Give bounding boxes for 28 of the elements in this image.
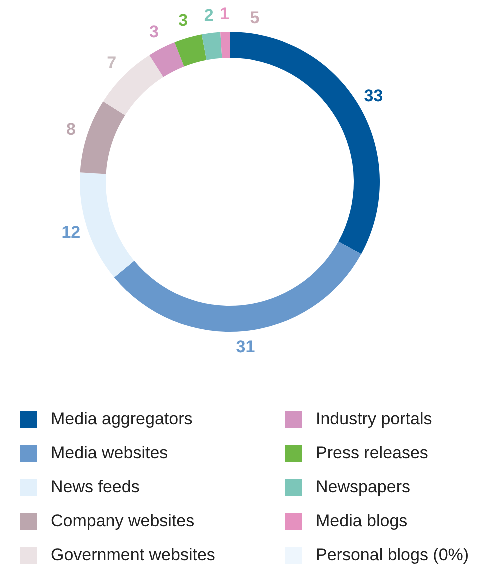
legend-label: Media websites bbox=[51, 443, 168, 462]
legend-label: Industry portals bbox=[316, 409, 432, 428]
legend-label: News feeds bbox=[51, 477, 140, 496]
legend-label: Press releases bbox=[316, 443, 428, 462]
donut-slice bbox=[80, 102, 126, 174]
data-label: 2 bbox=[204, 6, 214, 25]
donut-slice bbox=[150, 42, 184, 78]
donut-slice bbox=[114, 242, 362, 332]
legend-label: Media aggregators bbox=[51, 409, 193, 428]
data-label: 7 bbox=[107, 53, 117, 72]
data-label: 33 bbox=[364, 86, 384, 106]
data-label: 31 bbox=[236, 338, 256, 357]
donut-slice bbox=[80, 172, 134, 278]
legend-label: Personal blogs (0%) bbox=[316, 545, 470, 564]
donut-slice bbox=[220, 32, 230, 58]
donut-slice bbox=[202, 32, 222, 60]
donut-slice bbox=[103, 55, 164, 116]
data-label: 1 bbox=[220, 4, 230, 24]
data-label: 3 bbox=[149, 22, 159, 42]
donut-slice bbox=[174, 34, 207, 67]
text: 5 bbox=[250, 8, 260, 28]
data-label: 12 bbox=[62, 223, 81, 242]
data-label: 3 bbox=[178, 11, 188, 30]
legend-label: Government websites bbox=[51, 545, 216, 564]
data-label: 8 bbox=[66, 120, 76, 139]
legend-label: Company websites bbox=[51, 511, 195, 530]
legend-label: Media blogs bbox=[316, 511, 408, 530]
legend-label: Newspapers bbox=[316, 477, 410, 496]
